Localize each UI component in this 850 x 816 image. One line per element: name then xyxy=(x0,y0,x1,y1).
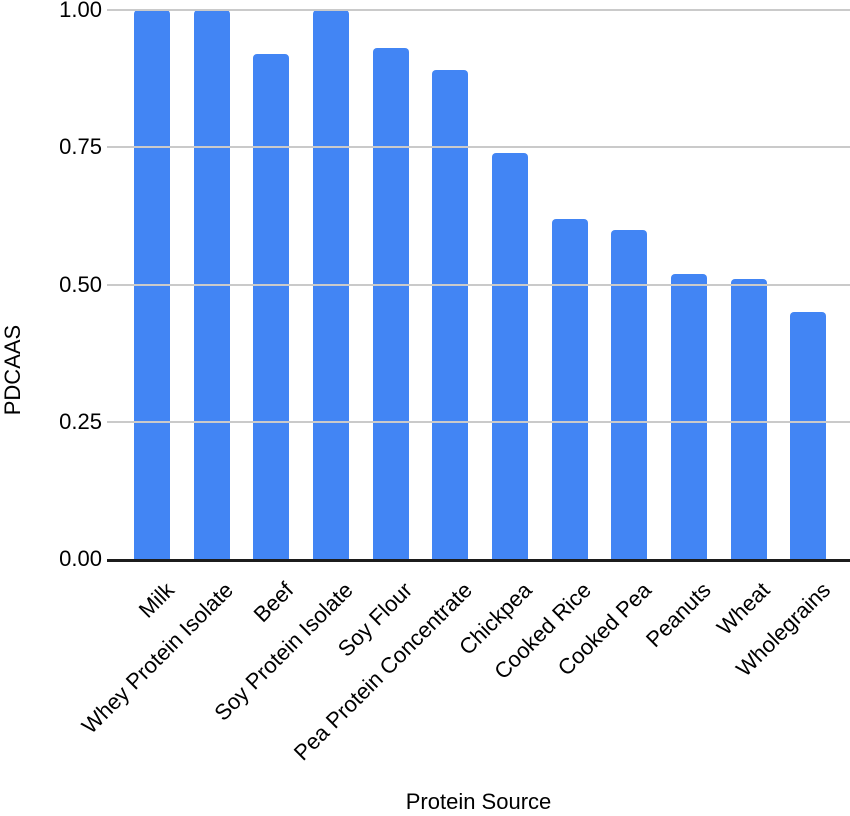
x-tick-label: Peanuts xyxy=(641,577,716,653)
bar xyxy=(253,54,290,559)
y-tick-label: 0.50 xyxy=(59,272,102,297)
y-axis-ticks: 0.00 0.25 0.50 0.75 1.00 xyxy=(0,0,102,571)
bar-slot xyxy=(540,10,600,559)
bar-slot xyxy=(778,10,838,559)
bar xyxy=(790,312,827,559)
bar-slot xyxy=(719,10,779,559)
plot-area xyxy=(107,9,850,562)
bar xyxy=(491,153,528,559)
x-axis-line xyxy=(107,559,850,562)
y-tick-label: 0.75 xyxy=(59,134,102,159)
bar xyxy=(670,274,707,559)
bar-slot xyxy=(420,10,480,559)
gridline xyxy=(107,284,850,286)
x-axis-title: Protein Source xyxy=(405,789,552,814)
bar xyxy=(551,219,588,559)
x-tick-label: Milk xyxy=(133,577,179,623)
bar-band xyxy=(122,10,838,559)
bar xyxy=(372,48,409,559)
y-tick-label: 1.00 xyxy=(59,0,102,22)
gridline xyxy=(107,421,850,423)
bar xyxy=(611,230,648,559)
bar xyxy=(730,279,767,559)
bar-slot xyxy=(241,10,301,559)
gridline xyxy=(107,9,850,11)
bar-slot xyxy=(361,10,421,559)
bar-slot xyxy=(480,10,540,559)
y-tick-label: 0.00 xyxy=(59,546,102,571)
bar xyxy=(432,70,469,559)
bar-slot xyxy=(659,10,719,559)
x-tick-label: Beef xyxy=(248,577,298,627)
gridline xyxy=(107,146,850,148)
y-tick-label: 0.25 xyxy=(59,409,102,434)
